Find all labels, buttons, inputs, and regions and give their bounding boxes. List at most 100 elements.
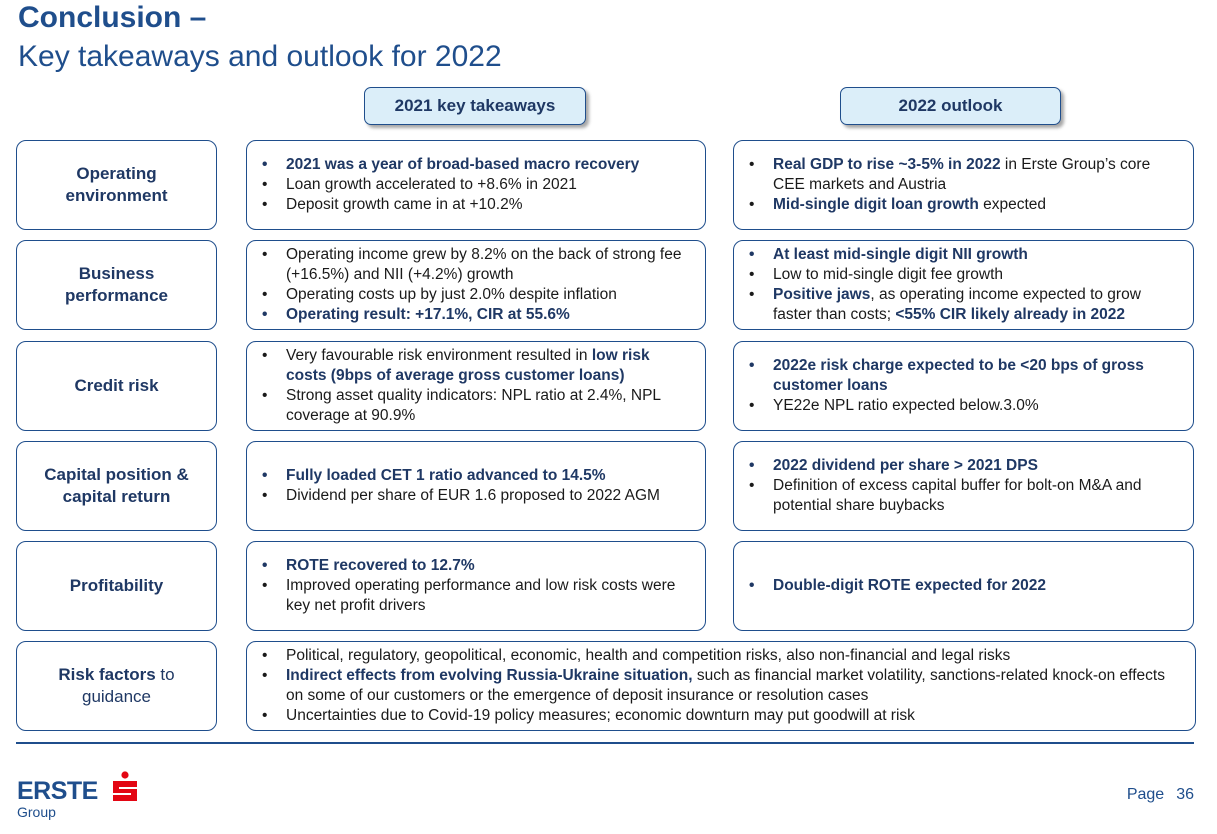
item-text: 2021 was a year of broad-based macro rec… bbox=[286, 156, 640, 173]
operating-outlook-box: • Real GDP to rise ~3-5% in 2022 in Erste… bbox=[733, 140, 1194, 230]
page-number: Page 36 bbox=[1127, 786, 1194, 804]
bullet-item: • ROTE recovered to 12.7% bbox=[261, 556, 693, 576]
bullet-item: • Operating costs up by just 2.0% despite… bbox=[261, 285, 693, 305]
bullet-icon: • bbox=[749, 266, 755, 283]
item-text: Uncertainties due to Covid-19 policy mea… bbox=[286, 707, 915, 724]
item-text: 2022e risk charge expected to be <20 bps… bbox=[773, 357, 1144, 394]
bullet-icon: • bbox=[749, 246, 755, 263]
bullet-item: • At least mid-single digit NII growth bbox=[748, 245, 1181, 265]
item-text-bold: low risk costs (9bps of average gross cu… bbox=[286, 347, 650, 384]
item-text: Improved operating performance and low r… bbox=[286, 577, 676, 614]
operating-takeaways-box: • 2021 was a year of broad-based macro re… bbox=[246, 140, 706, 230]
row-label-risk-factors: Risk factors to guidance bbox=[16, 641, 217, 731]
bullet-icon: • bbox=[262, 156, 268, 173]
bullet-item: • Political, regulatory, geopolitical, ec… bbox=[261, 646, 1183, 666]
label-line: Profitability bbox=[69, 576, 164, 595]
bullet-icon: • bbox=[262, 487, 268, 504]
header-2021-takeaways: 2021 key takeaways bbox=[364, 87, 586, 125]
bullet-icon: • bbox=[262, 647, 268, 664]
bullet-item: • Loan growth accelerated to +8.6% in 202… bbox=[261, 175, 693, 195]
bullet-icon: • bbox=[262, 387, 268, 404]
item-text: expected bbox=[978, 196, 1047, 213]
bullet-icon: • bbox=[262, 246, 268, 263]
bullet-icon: • bbox=[262, 667, 268, 684]
capital-takeaways-box: • Fully loaded CET 1 ratio advanced to 14… bbox=[246, 441, 706, 531]
row-label-business-performance: Business performance bbox=[16, 240, 217, 330]
business-takeaways-box: • Operating income grew by 8.2% on the ba… bbox=[246, 240, 706, 330]
bullet-icon: • bbox=[262, 467, 268, 484]
item-text: , as operating income expected to grow f… bbox=[773, 286, 1141, 323]
item-text: Very favourable risk environment resulte… bbox=[286, 347, 592, 364]
item-text: Operating costs up by just 2.0% despite … bbox=[286, 286, 617, 303]
logo-sub: Group bbox=[17, 804, 56, 820]
label-line: guidance bbox=[81, 687, 151, 706]
bullet-icon: • bbox=[749, 286, 755, 303]
bullet-icon: • bbox=[749, 477, 755, 494]
label-line: performance bbox=[65, 286, 168, 305]
bullet-item: • Very favourable risk environment result… bbox=[261, 346, 693, 386]
item-text: Political, regulatory, geopolitical, eco… bbox=[286, 647, 1011, 664]
label-line: environment bbox=[65, 186, 168, 205]
bullet-icon: • bbox=[749, 397, 755, 414]
bullet-item: • Strong asset quality indicators: NPL ra… bbox=[261, 386, 693, 426]
bullet-item: • Real GDP to rise ~3-5% in 2022 in Erste… bbox=[748, 155, 1181, 195]
footer-divider bbox=[16, 742, 1194, 744]
business-outlook-box: • At least mid-single digit NII growth • L… bbox=[733, 240, 1194, 330]
bullet-item: • Dividend per share of EUR 1.6 proposed … bbox=[261, 486, 693, 506]
bullet-icon: • bbox=[262, 176, 268, 193]
bullet-item: • YE22e NPL ratio expected below.3.0% bbox=[748, 396, 1181, 416]
bullet-icon: • bbox=[262, 306, 268, 323]
credit-takeaways-box: • Very favourable risk environment result… bbox=[246, 341, 706, 431]
label-line: to bbox=[155, 665, 175, 684]
item-text: At least mid-single digit NII growth bbox=[773, 246, 1028, 263]
item-text-bold: Real GDP to rise ~3-5% in 2022 bbox=[773, 156, 1001, 173]
bullet-item: • Uncertainties due to Covid-19 policy me… bbox=[261, 706, 1183, 726]
bullet-icon: • bbox=[749, 357, 755, 374]
item-text: Double-digit ROTE expected for 2022 bbox=[773, 577, 1047, 594]
item-text: Operating result: +17.1%, CIR at 55.6% bbox=[286, 306, 570, 323]
page-title: Conclusion – bbox=[18, 1, 207, 34]
item-text: ROTE recovered to 12.7% bbox=[286, 557, 475, 574]
row-label-operating-environment: Operating environment bbox=[16, 140, 217, 230]
item-text: Low to mid-single digit fee growth bbox=[773, 266, 1004, 283]
bullet-item: • 2022 dividend per share > 2021 DPS bbox=[748, 456, 1181, 476]
item-text: Definition of excess capital buffer for … bbox=[773, 477, 1142, 514]
page-subtitle: Key takeaways and outlook for 2022 bbox=[18, 40, 502, 73]
bullet-item: • 2022e risk charge expected to be <20 bp… bbox=[748, 356, 1181, 396]
item-text-bold: <55% CIR likely already in 2022 bbox=[895, 306, 1125, 323]
page-label: Page bbox=[1126, 786, 1165, 803]
bullet-item: • Operating income grew by 8.2% on the ba… bbox=[261, 245, 693, 285]
logo-word: ERSTE bbox=[17, 777, 98, 805]
bullet-icon: • bbox=[749, 196, 755, 213]
bullet-icon: • bbox=[262, 196, 268, 213]
bullet-item: • Operating result: +17.1%, CIR at 55.6% bbox=[261, 305, 693, 325]
bullet-item: • Fully loaded CET 1 ratio advanced to 14… bbox=[261, 466, 693, 486]
row-label-profitability: Profitability bbox=[16, 541, 217, 631]
item-text-bold: Indirect effects from evolving Russia-Uk… bbox=[286, 667, 693, 684]
bullet-item: • Mid-single digit loan growth expected bbox=[748, 195, 1181, 215]
label-line: Capital position & bbox=[44, 465, 189, 484]
item-text: Operating income grew by 8.2% on the bac… bbox=[286, 246, 682, 283]
item-text: in Erste Group’s core CEE markets and Au… bbox=[773, 156, 1151, 193]
erste-s-logo-icon bbox=[113, 771, 137, 801]
bullet-icon: • bbox=[262, 347, 268, 364]
bullet-item: • Low to mid-single digit fee growth bbox=[748, 265, 1181, 285]
risk-factors-box: • Political, regulatory, geopolitical, ec… bbox=[246, 641, 1196, 731]
label-line: Business bbox=[78, 264, 155, 283]
bullet-item: • Indirect effects from evolving Russia-U… bbox=[261, 666, 1183, 706]
profitability-outlook-box: • Double-digit ROTE expected for 2022 bbox=[733, 541, 1194, 631]
item-text: Strong asset quality indicators: NPL rat… bbox=[286, 387, 661, 424]
bullet-item: • Positive jaws, as operating income expe… bbox=[748, 285, 1181, 325]
bullet-icon: • bbox=[262, 577, 268, 594]
item-text: Deposit growth came in at +10.2% bbox=[286, 196, 523, 213]
header-2022-outlook: 2022 outlook bbox=[840, 87, 1061, 125]
item-text: Fully loaded CET 1 ratio advanced to 14.… bbox=[286, 467, 606, 484]
item-text: YE22e NPL ratio expected below.3.0% bbox=[773, 397, 1039, 414]
bullet-item: • Definition of excess capital buffer for… bbox=[748, 476, 1181, 516]
bullet-icon: • bbox=[749, 577, 755, 594]
bullet-icon: • bbox=[749, 457, 755, 474]
label-line: Risk factors bbox=[58, 665, 156, 684]
credit-outlook-box: • 2022e risk charge expected to be <20 bp… bbox=[733, 341, 1194, 431]
bullet-item: • Double-digit ROTE expected for 2022 bbox=[748, 576, 1181, 596]
item-text: 2022 dividend per share > 2021 DPS bbox=[773, 457, 1038, 474]
